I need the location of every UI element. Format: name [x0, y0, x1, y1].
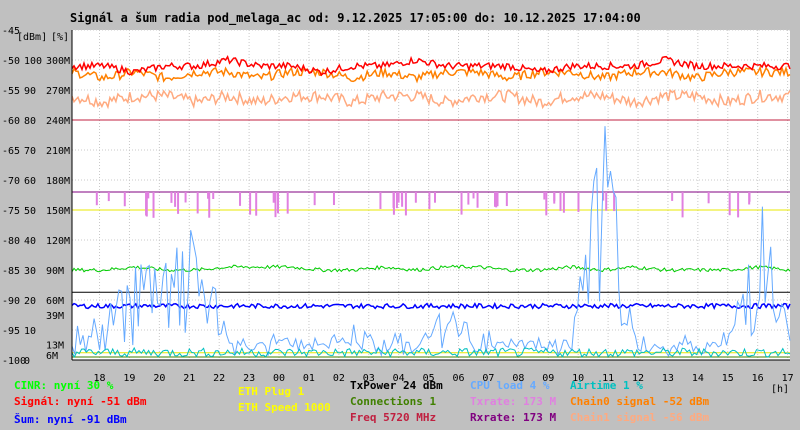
series-cpu-load	[71, 126, 791, 358]
y-tick-rate: 180M	[46, 176, 70, 187]
y-tick-dbm: -80	[2, 236, 20, 247]
x-axis-label: [h]	[771, 384, 789, 395]
series-noise	[71, 301, 791, 311]
x-tick-label: 17	[782, 373, 794, 384]
y-tick-dbm: -45	[2, 26, 20, 37]
y-tick-rate: 6M	[46, 351, 58, 362]
y-tick-dbm: -90	[2, 296, 20, 307]
y-axis-label-dbm: [dBm]	[17, 32, 47, 43]
x-tick-label: 18	[93, 373, 105, 384]
x-tick-label: 06	[452, 373, 464, 384]
x-tick-label: 02	[333, 373, 345, 384]
legend-item: TxPower 24 dBm	[350, 379, 443, 392]
legend-item: Connections 1	[350, 395, 437, 408]
y-tick-rate: 270M	[46, 86, 70, 97]
y-tick-pct: 100	[24, 56, 42, 67]
y-tick-pct: 30	[24, 266, 36, 277]
y-tick-pct: 0	[24, 356, 30, 367]
y-tick-pct: 60	[24, 176, 36, 187]
y-tick-rate: 39M	[46, 311, 64, 322]
x-tick-label: 00	[273, 373, 285, 384]
y-tick-rate: 120M	[46, 236, 70, 247]
x-tick-label: 07	[482, 373, 494, 384]
y-tick-dbm: -70	[2, 176, 20, 187]
y-tick-dbm: -65	[2, 146, 20, 157]
y-tick-dbm: -55	[2, 86, 20, 97]
y-tick-rate: 13M	[46, 340, 64, 351]
x-tick-label: 19	[123, 373, 135, 384]
y-tick-pct: 10	[24, 326, 36, 337]
y-tick-dbm: -100	[2, 356, 26, 367]
x-tick-label: 22	[213, 373, 225, 384]
x-tick-label: 11	[602, 373, 614, 384]
legend-item: Txrate: 173 M	[470, 395, 557, 408]
x-tick-label: 12	[632, 373, 644, 384]
series-layer	[71, 55, 791, 359]
x-tick-label: 10	[572, 373, 584, 384]
x-tick-label: 01	[303, 373, 315, 384]
x-tick-label: 16	[752, 373, 764, 384]
y-tick-dbm: -95	[2, 326, 20, 337]
series-chain0-signal	[71, 65, 791, 84]
legend-item: ETH Plug 1	[238, 385, 305, 398]
legend-item: Airtime 1 %	[570, 379, 643, 392]
chart-title: Signál a šum radia pod_melaga_ac od: 9.1…	[70, 11, 641, 26]
y-tick-dbm: -85	[2, 266, 20, 277]
legend-item: Freq 5720 MHz	[350, 411, 437, 424]
x-tick-label: 21	[183, 373, 195, 384]
y-tick-dbm: -60	[2, 116, 20, 127]
y-tick-pct: 90	[24, 86, 36, 97]
legend-item: CPU load 4 %	[470, 379, 550, 392]
legend-item: Chain1 signal -56 dBm	[570, 411, 710, 424]
legend-item: Signál: nyní -51 dBm	[14, 395, 147, 408]
y-tick-rate: 60M	[46, 296, 64, 307]
y-tick-rate: 150M	[46, 206, 70, 217]
x-tick-label: 04	[393, 373, 405, 384]
legend-item: Chain0 signal -52 dBm	[570, 395, 710, 408]
x-tick-label: 08	[512, 373, 524, 384]
series-chain1-signal	[71, 88, 791, 110]
legend-item: ETH Speed 1000	[238, 401, 331, 414]
series-signal	[71, 55, 791, 77]
y-axis-label-pct: [%]	[51, 32, 69, 43]
axes: 18 19 20 21 22 23 00 01 02 03 04 05 06 07 08 09 10 11 12 13…	[2, 26, 794, 395]
legend-item: Rxrate: 173 M	[470, 411, 557, 424]
y-tick-rate: 240M	[46, 116, 70, 127]
y-tick-rate: 90M	[46, 266, 64, 277]
legend-item: CINR: nyní 30 %	[14, 379, 114, 392]
y-tick-pct: 50	[24, 206, 36, 217]
y-tick-pct: 80	[24, 116, 36, 127]
x-tick-label: 03	[363, 373, 375, 384]
y-tick-dbm: -75	[2, 206, 20, 217]
x-tick-label: 05	[423, 373, 435, 384]
y-tick-dbm: -50	[2, 56, 20, 67]
x-tick-label: 15	[722, 373, 734, 384]
y-tick-rate: 210M	[46, 146, 70, 157]
y-tick-rate: 300M	[46, 56, 70, 67]
y-tick-pct: 20	[24, 296, 36, 307]
legend-item: Šum: nyní -91 dBm	[14, 413, 127, 426]
y-tick-pct: 70	[24, 146, 36, 157]
series-airtime	[71, 346, 791, 359]
x-tick-label: 23	[243, 373, 255, 384]
series-cinr	[71, 264, 791, 273]
y-tick-pct: 40	[24, 236, 36, 247]
x-tick-label: 14	[692, 373, 704, 384]
x-tick-label: 09	[542, 373, 554, 384]
x-tick-label: 20	[153, 373, 165, 384]
x-tick-label: 13	[662, 373, 674, 384]
